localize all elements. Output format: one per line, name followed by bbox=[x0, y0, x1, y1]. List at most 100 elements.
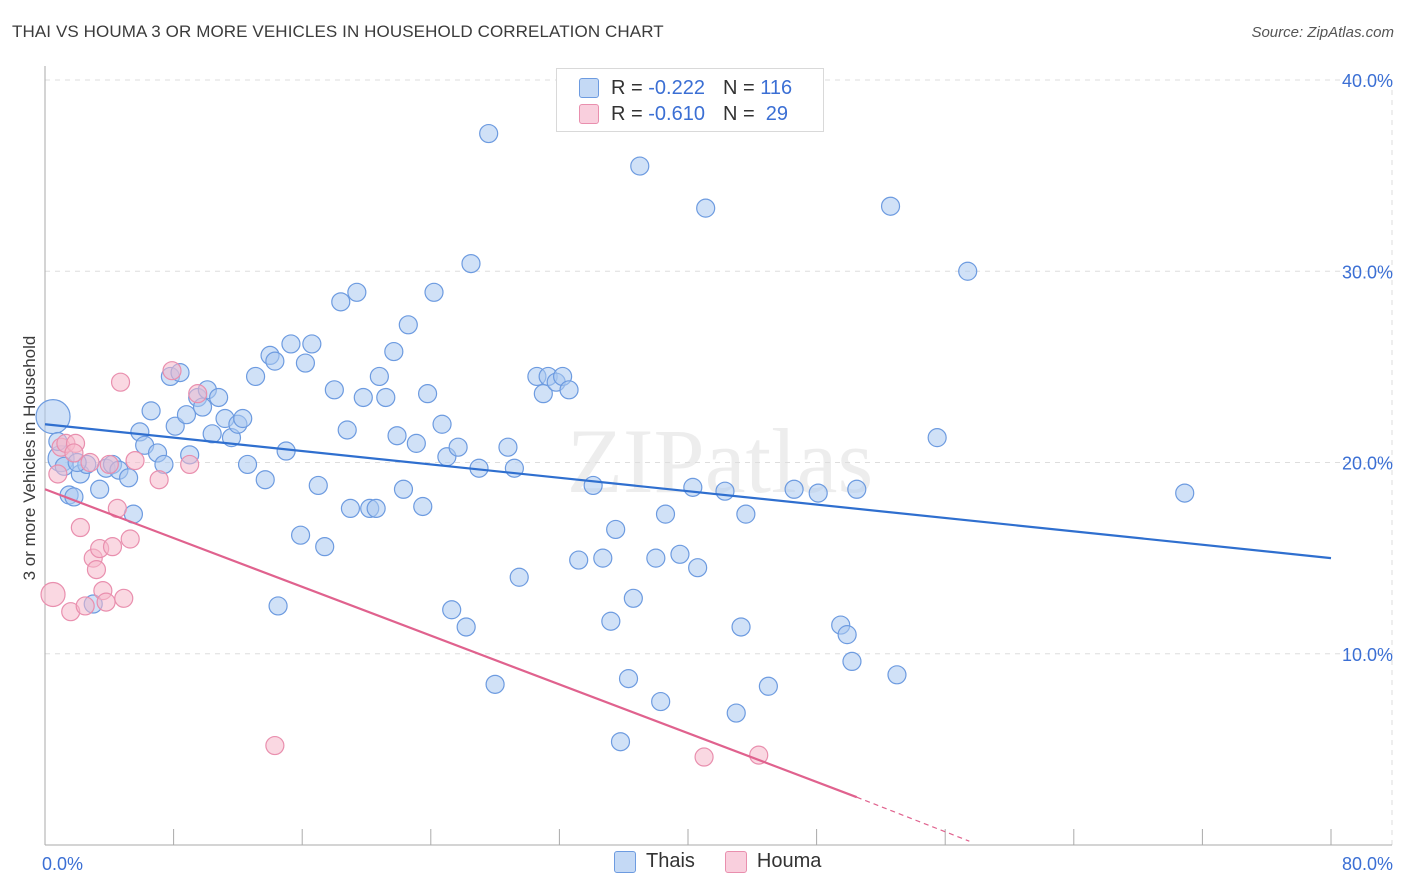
thais-point bbox=[202, 424, 222, 444]
trend-lines bbox=[44, 423, 1332, 842]
thais-point bbox=[347, 282, 367, 302]
legend-r-label: R = bbox=[611, 102, 649, 125]
tick-labels: 10.0% 20.0% 30.0% 40.0% 0.0% 80.0% bbox=[42, 71, 1393, 874]
chart-title: THAI VS HOUMA 3 OR MORE VEHICLES IN HOUS… bbox=[12, 22, 664, 41]
thais-point bbox=[670, 544, 690, 564]
y-tick-label: 40.0% bbox=[1342, 71, 1393, 91]
legend-n-label: N = bbox=[722, 76, 761, 99]
thais-point bbox=[265, 351, 285, 371]
thais-point bbox=[651, 691, 671, 712]
thais-point bbox=[569, 550, 589, 570]
thais-point bbox=[387, 426, 407, 446]
thais-point bbox=[376, 387, 396, 408]
thais-point bbox=[432, 414, 452, 434]
houma-swatch bbox=[724, 850, 747, 873]
legend-n-value: 29 bbox=[760, 102, 789, 125]
thais-point bbox=[958, 261, 978, 281]
y-tick-label: 30.0% bbox=[1342, 262, 1393, 282]
thais-point bbox=[927, 428, 947, 448]
thais-point bbox=[393, 479, 414, 499]
legend-r-label: R = bbox=[611, 76, 649, 99]
houma-point bbox=[188, 384, 208, 404]
legend-label-houma: Houma bbox=[756, 850, 822, 872]
houma-point bbox=[75, 596, 95, 616]
thais-point bbox=[366, 498, 386, 518]
legend-label-thais: Thais bbox=[646, 850, 695, 872]
houma-point bbox=[749, 745, 769, 765]
houma-point bbox=[64, 443, 84, 463]
thais-swatch bbox=[579, 78, 599, 98]
x-tick-label: 0.0% bbox=[42, 854, 83, 874]
thais-point bbox=[887, 665, 907, 685]
thais-point bbox=[35, 399, 71, 435]
thais-point bbox=[655, 504, 676, 524]
houma-point bbox=[70, 517, 90, 538]
houma-trend-extension bbox=[856, 796, 970, 842]
thais-point bbox=[141, 401, 161, 421]
thais-point bbox=[237, 454, 258, 475]
thais-point bbox=[448, 437, 468, 457]
y-tick-label: 20.0% bbox=[1342, 454, 1393, 474]
thais-point bbox=[337, 420, 357, 440]
thais-point bbox=[315, 537, 335, 557]
y-axis-title: 3 or more Vehicles in Household bbox=[20, 336, 39, 581]
thais-point bbox=[295, 353, 316, 373]
legend-item-houma: Houma bbox=[724, 850, 822, 873]
thais-point bbox=[559, 380, 579, 400]
legend-r-value: -0.610 bbox=[648, 102, 705, 125]
thais-point bbox=[90, 479, 110, 499]
thais-point bbox=[245, 366, 266, 387]
thais-point bbox=[417, 384, 438, 404]
houma-point bbox=[694, 747, 714, 767]
thais-point bbox=[118, 468, 139, 488]
thais-point bbox=[308, 475, 328, 496]
thais-point bbox=[784, 479, 804, 499]
thais-swatch bbox=[614, 850, 636, 873]
houma-point bbox=[99, 454, 119, 475]
thais-point bbox=[369, 366, 389, 387]
thais-point bbox=[618, 669, 639, 689]
thais-point bbox=[880, 196, 901, 216]
series-legend: Thais Houma bbox=[614, 850, 851, 873]
thais-point bbox=[610, 732, 631, 752]
houma-trend-line bbox=[44, 488, 858, 799]
thais-point bbox=[601, 611, 621, 631]
thais-point bbox=[290, 525, 311, 545]
legend-n-value: 116 bbox=[760, 76, 793, 99]
houma-point bbox=[102, 537, 123, 557]
thais-point bbox=[398, 315, 418, 335]
thais-point bbox=[233, 408, 253, 429]
houma-point bbox=[114, 588, 134, 608]
thais-point bbox=[715, 481, 735, 501]
thais-point bbox=[696, 198, 716, 218]
thais-point bbox=[176, 405, 197, 425]
legend-row-thais: R = -0.222 N = 116 bbox=[579, 75, 792, 101]
axes bbox=[44, 66, 1392, 846]
thais-point bbox=[456, 617, 476, 637]
thais-point bbox=[688, 558, 708, 578]
thais-point bbox=[384, 341, 404, 362]
thais-point bbox=[758, 676, 778, 696]
houma-point bbox=[96, 592, 116, 612]
houma-point bbox=[149, 470, 169, 490]
thais-point bbox=[583, 475, 603, 496]
thais-point bbox=[353, 387, 373, 408]
thais-point bbox=[726, 703, 746, 723]
houma-points bbox=[40, 361, 769, 767]
thais-point bbox=[808, 483, 828, 503]
thais-point bbox=[406, 433, 426, 453]
thais-point bbox=[340, 498, 361, 518]
thais-point bbox=[606, 519, 626, 540]
houma-point bbox=[80, 452, 100, 473]
thais-point bbox=[281, 334, 301, 354]
thais-point bbox=[498, 437, 518, 457]
thais-point bbox=[424, 282, 444, 302]
thais-point bbox=[324, 380, 344, 400]
thais-point bbox=[683, 477, 703, 497]
thais-point bbox=[485, 674, 505, 694]
thais-point bbox=[509, 567, 529, 587]
source-credit: Source: ZipAtlas.com bbox=[1251, 24, 1394, 41]
y-tick-label: 10.0% bbox=[1342, 645, 1393, 665]
thais-point bbox=[165, 416, 185, 436]
